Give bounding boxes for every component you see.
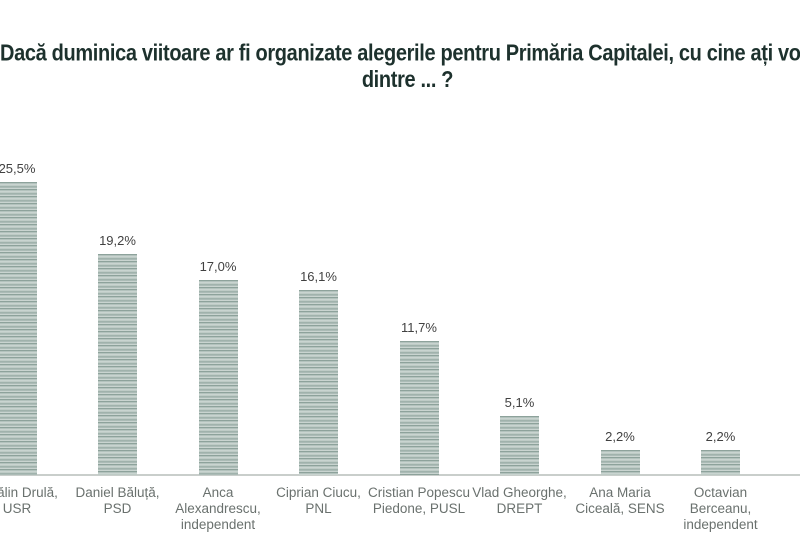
bar-value-label: 5,1% <box>504 395 535 410</box>
x-axis-line <box>0 474 800 476</box>
chart-title: Dacă duminica viitoare ar fi organizate … <box>0 41 800 94</box>
bar-category-label: Ana Maria Ciceală, SENS <box>575 485 665 516</box>
bar-category-label: Cătălin Drulă, USR <box>0 485 58 516</box>
bar-category-label: Anca Alexandrescu, independent <box>175 485 261 532</box>
bar <box>600 450 640 475</box>
bar-value-label: 16,1% <box>300 269 337 284</box>
bar-value-label: 2,2% <box>705 429 736 444</box>
bar <box>0 182 37 475</box>
chart-title-line-1: Dacă duminica viitoare ar fi organizate … <box>0 41 800 67</box>
bar <box>399 341 439 475</box>
bar-value-label: 19,2% <box>99 233 136 248</box>
bar-category-label: Vlad Gheorghe, DREPT <box>472 485 567 516</box>
bar <box>299 290 338 475</box>
bar <box>198 280 238 475</box>
bar-category-label: Octavian Berceanu, independent <box>683 485 758 532</box>
bar-category-label: Ciprian Ciucu, PNL <box>276 485 361 516</box>
bar-value-label: 25,5% <box>0 161 36 176</box>
bar <box>500 416 539 475</box>
bar-value-label: 2,2% <box>605 429 635 444</box>
bar-category-label: Cristian Popescu Piedone, PUSL <box>367 485 471 516</box>
bar-category-label: Daniel Băluță, PSD <box>75 485 160 516</box>
bar <box>98 254 137 475</box>
chart-title-line-2: dintre ... ? <box>361 67 454 93</box>
bar-value-label: 11,7% <box>401 320 437 335</box>
bar-value-label: 17,0% <box>199 259 237 274</box>
bar <box>701 450 740 475</box>
